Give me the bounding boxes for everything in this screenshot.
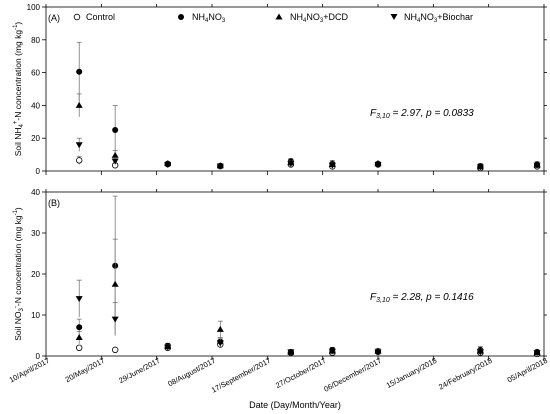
y-tick-label: 0 (36, 352, 41, 361)
y-tick-label: 40 (31, 188, 40, 197)
data-point (374, 161, 382, 168)
y-tick-label: 100 (27, 3, 41, 12)
y-tick-label: 10 (31, 311, 40, 320)
x-tick-label: 15/January/2018 (385, 356, 439, 390)
y-tick-label: 20 (31, 270, 40, 279)
data-point (476, 164, 484, 171)
x-ticks-b (45, 189, 545, 360)
data-point (328, 162, 336, 169)
data-point (111, 280, 119, 287)
data-point (111, 346, 119, 354)
data-point (75, 334, 83, 341)
x-tick-label: 05/April/2018 (506, 356, 549, 385)
x-tick-label: 24/February/2018 (437, 356, 494, 392)
y-axis-label-a: Soil NH4+-N concentration (mg kg-1) (13, 22, 25, 157)
y-tick-label: 80 (31, 36, 40, 45)
x-tick-label: 20/May/2017 (64, 356, 107, 384)
data-point (76, 68, 83, 75)
x-tick-label: 17/September/2017 (210, 356, 272, 395)
data-point (75, 344, 83, 351)
legend-marker-dcd (275, 13, 283, 20)
panel-b-axes: 0 10 20 30 40 (31, 188, 547, 361)
data-point (75, 101, 83, 108)
data-point (374, 349, 382, 356)
data-point (111, 151, 119, 158)
data-point (75, 157, 83, 164)
x-tick-label: 06/December/2017 (322, 356, 383, 394)
data-point (75, 142, 83, 149)
stat-annotation-a: F3,10 = 2.97, p = 0.0833 (370, 108, 474, 120)
data-point (533, 162, 541, 169)
data-point (75, 296, 83, 303)
y-tick-label: 20 (31, 134, 40, 143)
data-point (112, 127, 119, 133)
x-axis-title: Date (Day/Month/Year) (249, 400, 341, 410)
legend-marker-biochar (390, 14, 398, 20)
data-point (111, 316, 119, 323)
legend-label-nh4no3: NH4NO3 (192, 12, 226, 24)
plot-marks-a (75, 41, 541, 172)
data-point (216, 163, 224, 170)
data-point (216, 325, 224, 332)
data-point (164, 344, 172, 351)
y-tick-label: 30 (31, 229, 40, 238)
legend-marker-nh4no3 (178, 14, 184, 20)
x-tick-label: 27/October/2017 (274, 356, 328, 390)
data-point (111, 158, 119, 165)
legend-label-control: Control (86, 12, 115, 22)
legend: Control NH4NO3 NH4NO3+DCD NH4NO3+Biochar (73, 12, 473, 24)
panel-label-a: (A) (48, 13, 60, 23)
y-tick-label: 40 (31, 101, 40, 110)
data-point (216, 340, 224, 347)
panel-a-frame (45, 6, 545, 172)
legend-label-biochar: NH4NO3+Biochar (404, 12, 473, 24)
legend-marker-control (73, 13, 81, 21)
panel-label-b: (B) (48, 198, 60, 208)
legend-label-dcd: NH4NO3+DCD (290, 12, 348, 24)
y-tick-label: 60 (31, 69, 40, 78)
x-tick-label: 08/August/2017 (166, 356, 217, 389)
data-point (287, 349, 295, 356)
data-point (328, 348, 336, 355)
x-tick-labels: 10/April/2017 20/May/2017 29/June/2017 08/A… (8, 356, 549, 395)
y-tick-label: 0 (36, 167, 41, 176)
x-tick-label: 10/April/2017 (8, 356, 51, 385)
y-axis-label-b: Soil NO3--N concentration (mg kg-1) (13, 207, 25, 341)
data-point (476, 349, 484, 356)
x-ticks-a (45, 4, 545, 175)
stat-annotation-b: F3,10 = 2.28, p = 0.1416 (370, 292, 474, 304)
panel-b-frame (45, 191, 545, 357)
plot-marks-b (75, 195, 541, 358)
data-point (287, 161, 295, 168)
panel-a-axes: 0 20 40 60 80 100 (27, 3, 547, 176)
data-point (533, 350, 541, 357)
data-point (164, 161, 172, 168)
data-point (76, 324, 83, 331)
x-tick-label: 29/June/2017 (117, 356, 161, 385)
